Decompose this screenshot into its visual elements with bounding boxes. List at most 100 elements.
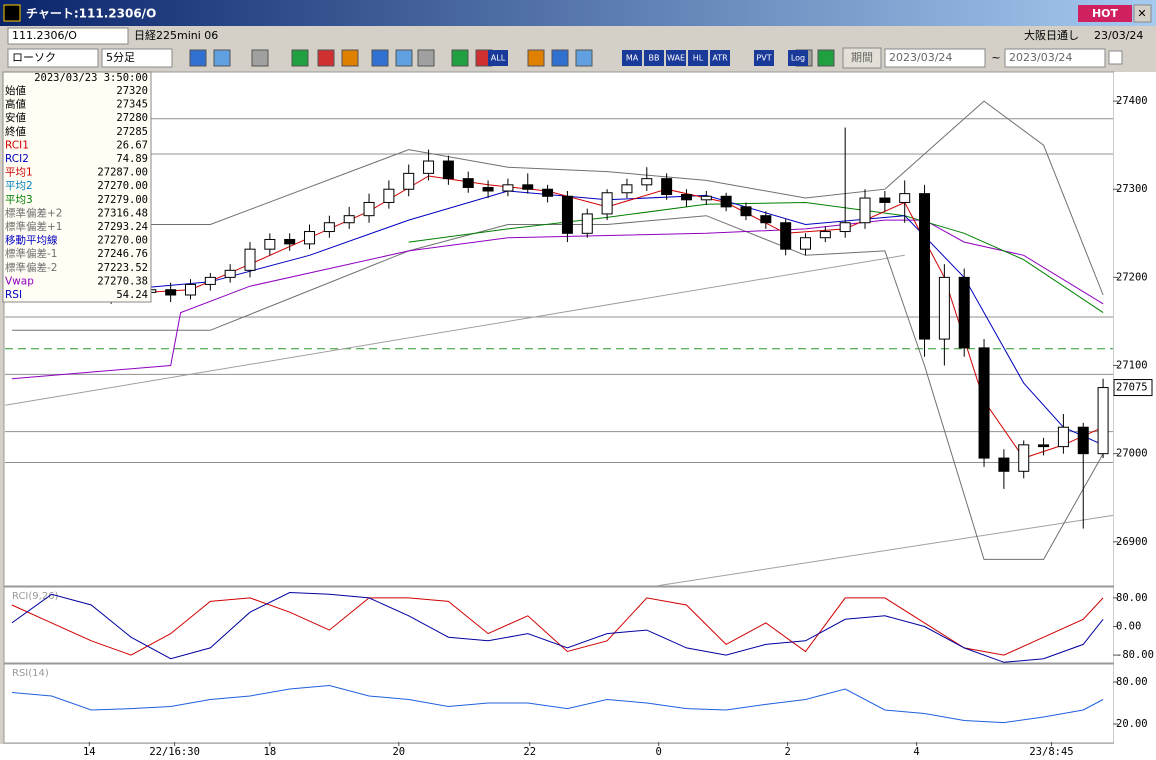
period-label: 期間: [851, 51, 873, 64]
info-label: 始値: [5, 84, 26, 97]
toolbar-icon[interactable]: [551, 49, 569, 67]
close-button[interactable]: [1133, 4, 1152, 23]
candle-body: [204, 276, 216, 285]
y-tick-label: 27400: [1116, 95, 1148, 107]
candle-body: [1038, 444, 1050, 448]
info-timestamp: 2023/03/23 3:50:00: [34, 72, 148, 84]
info-panel: 2023/03/23 3:50:00 始値 27320 高値 27345 安値 27280 終…: [2, 71, 152, 303]
toolbar-icon[interactable]: [451, 49, 469, 67]
candle-body: [244, 248, 256, 271]
info-label: 安値: [5, 111, 26, 124]
candle-body: [482, 186, 494, 192]
symbol-box[interactable]: [7, 27, 129, 45]
y-tick-label: 80.00: [1116, 676, 1148, 688]
toolbar-icon[interactable]: [317, 49, 335, 67]
candle-body: [403, 172, 415, 190]
candle-body: [1077, 426, 1089, 455]
candle-body: [165, 289, 177, 296]
app-icon: [3, 4, 21, 22]
info-value: 27345: [116, 99, 148, 111]
indicator-line: [408, 201, 1104, 314]
toolbar-icon-label: HL: [693, 54, 704, 63]
candle-body: [522, 184, 534, 190]
interval-select[interactable]: [101, 48, 173, 68]
info-label: Vwap: [5, 275, 34, 287]
interval: 5分足: [106, 51, 135, 64]
toolbar-icon[interactable]: [488, 50, 508, 66]
candle-body: [919, 193, 931, 340]
symbol: 111.2306/O: [12, 29, 77, 42]
candle-body: [978, 347, 990, 459]
toolbar-icon-label: WAE: [667, 54, 685, 63]
title-bar: [0, 0, 1156, 26]
candle-body: [879, 197, 891, 203]
toolbar-icon[interactable]: [666, 50, 686, 66]
from-box[interactable]: [884, 48, 986, 68]
toolbar-icon[interactable]: [575, 49, 593, 67]
toolbar-icon[interactable]: [527, 49, 545, 67]
y-tick-label: 0.00: [1116, 620, 1141, 632]
toolbar-icon[interactable]: [788, 50, 808, 66]
panel-label: RCI(9,26): [12, 591, 59, 602]
info-label: 標準偏差-2: [5, 261, 57, 274]
toolbar-icon[interactable]: [644, 50, 664, 66]
info-value: 27279.00: [97, 194, 148, 206]
info-value: 27287.00: [97, 167, 148, 179]
info-value: 27270.00: [97, 235, 148, 247]
toolbar-icon-label: BB: [649, 54, 660, 63]
period-button[interactable]: [842, 47, 882, 69]
info-value: 27285: [116, 126, 148, 138]
candle-body: [264, 238, 276, 250]
toolbar-icon[interactable]: [688, 50, 708, 66]
toolbar-icon[interactable]: [395, 49, 413, 67]
info-value: 74.89: [116, 153, 148, 165]
info-label: 平均3: [5, 194, 33, 206]
candle-body: [423, 160, 435, 174]
info-label: 標準偏差-1: [5, 247, 57, 260]
info-label: RCI1: [5, 139, 29, 151]
hot-label: HOT: [1092, 7, 1119, 20]
indicator-line: [11, 219, 1104, 380]
x-tick-label: 20: [392, 746, 405, 758]
info-value: 26.67: [116, 139, 148, 151]
toolbar-icon[interactable]: [754, 50, 774, 66]
style-select[interactable]: [7, 48, 99, 68]
x-tick-label: 2: [784, 746, 790, 758]
hot-button[interactable]: [1078, 5, 1132, 22]
candle-body: [661, 178, 673, 196]
info-box: [2, 71, 152, 303]
toolbar-icon[interactable]: [710, 50, 730, 66]
toolbar-icon[interactable]: [341, 49, 359, 67]
last-price-label: 27075: [1116, 382, 1148, 394]
toolbar-icon[interactable]: [417, 49, 435, 67]
info-value: 27270.00: [97, 180, 148, 192]
toolbar-icon[interactable]: [213, 49, 231, 67]
candle-body: [601, 192, 613, 215]
candle-body: [343, 215, 355, 224]
toolbar-icon[interactable]: [622, 50, 642, 66]
to-box[interactable]: [1004, 48, 1106, 68]
to-date: 2023/03/24: [1009, 51, 1072, 64]
y-tick-label: 27000: [1116, 448, 1148, 460]
candle-body: [561, 195, 573, 234]
toolbar-icon-label: MA: [626, 54, 639, 63]
toolbar-icon[interactable]: [291, 49, 309, 67]
candle-body: [680, 194, 692, 201]
info-label: 移動平均線: [5, 234, 58, 247]
x-tick-label: 14: [83, 746, 96, 758]
x-tick-label: 23/8:45: [1029, 746, 1073, 758]
info-label: 標準偏差+2: [5, 206, 62, 219]
style: ローソク: [12, 51, 56, 64]
info-label: RCI2: [5, 153, 29, 165]
toolbar-icon[interactable]: [817, 49, 835, 67]
toolbar-icon[interactable]: [251, 49, 269, 67]
toolbar-icon-label: ALL: [491, 54, 506, 63]
y-tick-label: 27100: [1116, 360, 1148, 372]
toolbar-icon[interactable]: [189, 49, 207, 67]
checkbox[interactable]: [1108, 50, 1123, 65]
candle-body: [819, 231, 831, 239]
toolbar-icon[interactable]: [371, 49, 389, 67]
indicator-line: [11, 215, 1104, 560]
info-value: 27280: [116, 112, 148, 124]
